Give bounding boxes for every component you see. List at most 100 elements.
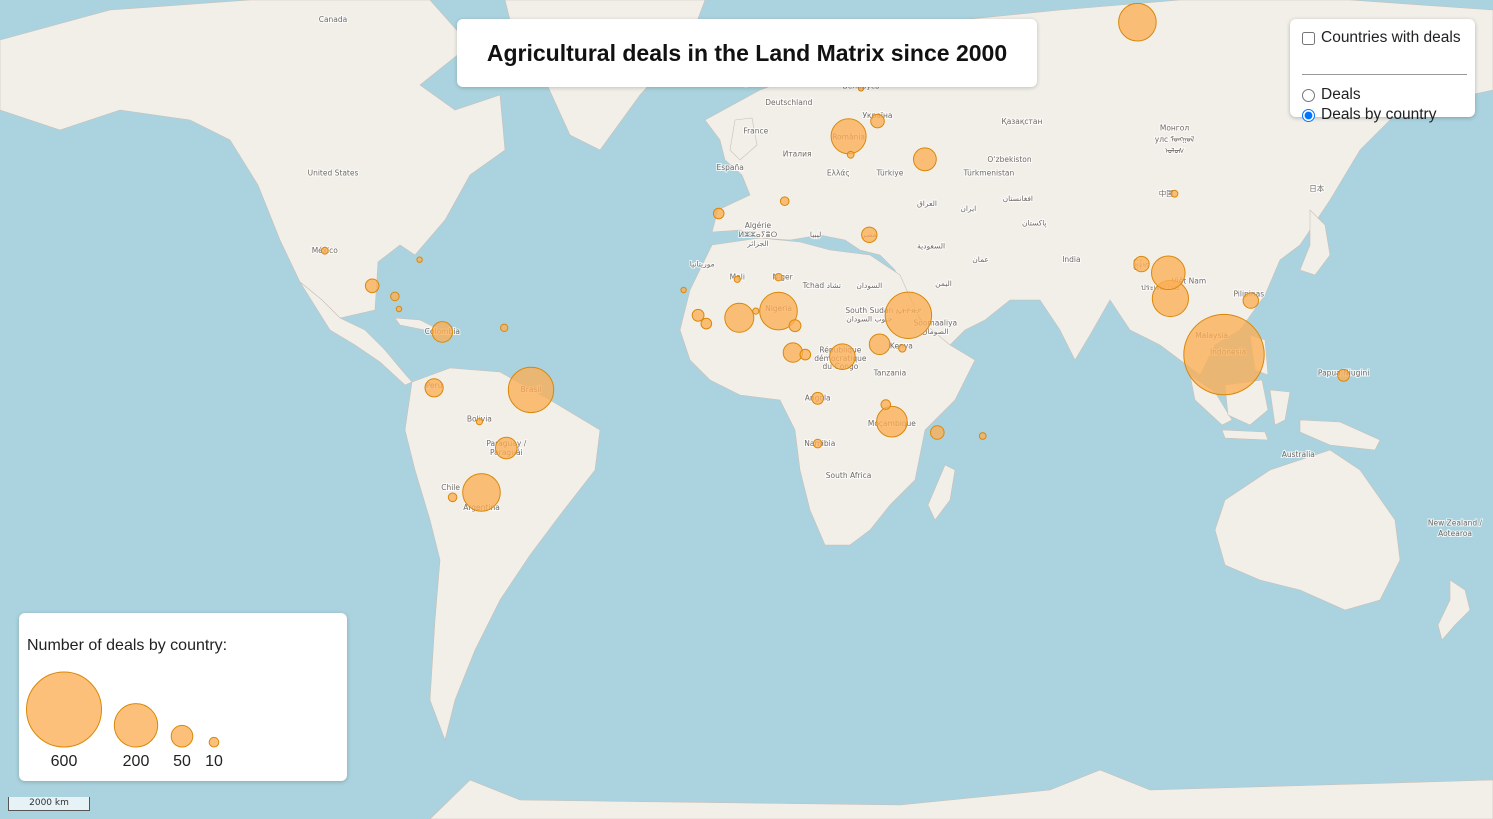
deal-bubble-guyana[interactable] <box>500 323 509 332</box>
deal-bubble-gabon[interactable] <box>782 342 804 363</box>
deal-bubble-indonesia[interactable] <box>1183 313 1265 396</box>
deal-bubble-namibia[interactable] <box>812 438 823 449</box>
deal-bubble-mozambique[interactable] <box>876 405 908 438</box>
deal-bubble-bolivia[interactable] <box>475 418 483 426</box>
basemap-label: پاکستان <box>1022 218 1047 227</box>
deal-bubble-argentina[interactable] <box>462 473 501 512</box>
new-guinea-landmass <box>1299 419 1381 451</box>
legend-circle-10 <box>208 736 220 748</box>
basemap-label: улс ᠮᠣᠩᠭᠣᠯ <box>1155 134 1195 144</box>
basemap-label: New Zealand / <box>1428 519 1483 528</box>
basemap-label: جنوب السودان <box>846 315 892 324</box>
deal-bubble-dr-congo[interactable] <box>829 343 856 371</box>
deal-bubble-ukraine[interactable] <box>870 113 885 129</box>
basemap-label: Ελλάς <box>827 169 850 178</box>
deal-bubble-benin[interactable] <box>752 307 760 315</box>
deal-bubble-mali[interactable] <box>733 275 741 283</box>
basemap-label: Soomaaliya <box>913 319 957 328</box>
deal-bubble-philippines[interactable] <box>1242 292 1260 309</box>
basemap-label: India <box>1062 255 1080 264</box>
deal-bubble-sierra-leone[interactable] <box>691 308 705 322</box>
deal-bubble-nigeria[interactable] <box>759 291 798 331</box>
legend-circle-200 <box>113 703 159 748</box>
deal-bubble-tunisia[interactable] <box>779 196 790 206</box>
basemap-label: ᠤᠯᠤᠰ <box>1165 147 1185 156</box>
legend-value-200: 200 <box>123 753 150 770</box>
legend-circle-600 <box>26 671 102 748</box>
basemap-label: ⵍⵣⵣⴰⵢⴻⵔ <box>739 230 778 239</box>
deal-bubble-brazil[interactable] <box>507 366 555 414</box>
deal-bubble-kenya[interactable] <box>898 344 907 353</box>
overlay-countries-with-deals[interactable]: Countries with deals <box>1302 29 1461 47</box>
basemap-label: South Sudan <box>845 306 893 315</box>
basemap-label: Türkmenistan <box>963 169 1015 178</box>
basemap-label: 日本 <box>1309 183 1325 193</box>
deal-bubble-costa-rica[interactable] <box>395 305 403 313</box>
deal-bubble-cameroon[interactable] <box>788 319 802 333</box>
basemap-label: Türkiye <box>875 169 903 178</box>
deal-bubble-egypt[interactable] <box>861 226 878 244</box>
deal-bubble-romania[interactable] <box>830 118 867 155</box>
deal-bubble-morocco[interactable] <box>712 207 725 220</box>
deal-bubble-malawi[interactable] <box>880 399 892 410</box>
japan-landmass <box>1299 209 1331 276</box>
countries-with-deals-checkbox[interactable] <box>1302 31 1315 45</box>
map-title: Agricultural deals in the Land Matrix si… <box>486 39 1008 66</box>
basemap-label: عمان <box>972 255 989 264</box>
basemap-label: Niger <box>773 272 794 281</box>
legend: Number of deals by country: 600 200 50 10 <box>19 613 347 781</box>
deal-bubble-senegal[interactable] <box>680 286 687 294</box>
deal-bubble-congo[interactable] <box>799 348 812 361</box>
deal-bubble-papua-new-guinea[interactable] <box>1337 368 1350 382</box>
basemap-label: Қазақстан <box>1001 117 1042 126</box>
deal-bubble-paraguay[interactable] <box>495 436 518 460</box>
deal-bubble-angola[interactable] <box>811 391 825 405</box>
sulawesi-landmass <box>1269 389 1291 426</box>
deals-by-country-radio[interactable] <box>1302 108 1315 122</box>
basemap-label: السودان <box>856 281 882 290</box>
base-layer-label-deals-by-country: Deals by country <box>1321 106 1437 123</box>
overlay-label: Countries with deals <box>1321 29 1461 46</box>
layer-control[interactable]: Countries with deals Deals Deals by coun… <box>1290 19 1475 123</box>
madagascar-landmass <box>927 464 956 521</box>
deal-bubble-mauritius[interactable] <box>978 432 987 440</box>
deal-bubble-peru[interactable] <box>424 378 444 398</box>
base-layer-deals-by-country[interactable]: Deals by country <box>1302 106 1436 124</box>
basemap-label: Монгол <box>1160 123 1189 132</box>
base-layer-deals[interactable]: Deals <box>1302 86 1361 104</box>
deal-bubble-bulgaria[interactable] <box>846 150 855 159</box>
basemap-label: ليبيا <box>810 230 821 239</box>
scale-bar: 2000 km <box>8 797 90 811</box>
deal-bubble-russia[interactable] <box>1118 2 1157 42</box>
base-layer-label-deals: Deals <box>1321 86 1361 103</box>
deal-bubble-niger[interactable] <box>774 273 783 282</box>
basemap-label: Италия <box>783 150 812 159</box>
deal-bubble-nicaragua[interactable] <box>390 291 400 302</box>
deal-bubble-madagascar[interactable] <box>930 425 945 440</box>
new-zealand-landmass <box>1437 579 1471 641</box>
deal-bubble-china[interactable] <box>1170 189 1179 198</box>
australia-landmass <box>1214 449 1401 611</box>
deal-bubble-georgia[interactable] <box>913 147 937 172</box>
basemap-label: Deutschland <box>765 98 812 107</box>
legend-value-10: 10 <box>205 753 223 770</box>
deal-bubbles-layer[interactable] <box>320 2 1350 512</box>
basemap-label: Việt Nam <box>1172 277 1207 286</box>
deals-radio[interactable] <box>1302 88 1315 102</box>
basemap-label: España <box>717 163 744 172</box>
deal-bubble-ethiopia[interactable] <box>884 291 933 339</box>
deal-bubble-guatemala[interactable] <box>364 278 380 294</box>
basemap-label: السعودية <box>917 242 945 251</box>
deal-bubble-chile[interactable] <box>447 492 458 503</box>
deal-bubble-liberia[interactable] <box>700 317 713 330</box>
deal-bubble-laos[interactable] <box>1151 255 1186 291</box>
basemap-label: ایران <box>960 204 976 213</box>
deal-bubble-mexico[interactable] <box>320 246 329 255</box>
deal-bubble-myanmar[interactable] <box>1133 255 1150 273</box>
basemap-label: Algérie <box>745 221 772 230</box>
deal-bubble-uganda[interactable] <box>868 333 891 356</box>
deal-bubble-colombia[interactable] <box>431 321 454 343</box>
deal-bubble-ghana[interactable] <box>724 302 755 333</box>
deal-bubble-cuba[interactable] <box>416 256 423 263</box>
legend-value-50: 50 <box>173 753 191 770</box>
